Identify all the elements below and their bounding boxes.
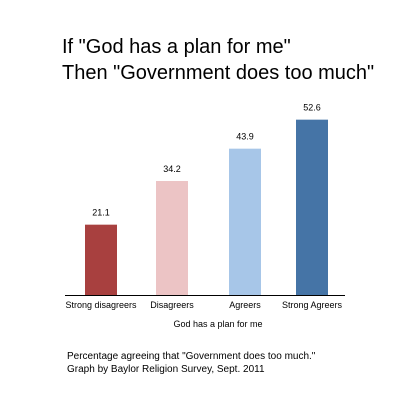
value-label-3: 43.9 [236, 132, 254, 142]
value-labels-group: 21.1 34.2 43.9 52.6 [92, 103, 321, 218]
bar-1 [85, 224, 117, 295]
chart-title-line-1: If "God has a plan for me" [62, 36, 291, 58]
bars-group [85, 119, 328, 296]
value-label-1: 21.1 [92, 208, 110, 218]
bar-3 [229, 148, 261, 295]
caption-line-2: Graph by Baylor Religion Survey, Sept. 2… [67, 364, 265, 375]
category-labels-group: Strong disagreers Disagreers Agreers Strong… [65, 300, 342, 310]
chart-title-line-2: Then "Government does too much" [62, 62, 375, 84]
value-label-2: 34.2 [163, 164, 181, 174]
category-label-1: Strong disagreers [65, 300, 137, 310]
caption-line-1: Percentage agreeing that "Government doe… [67, 351, 316, 362]
value-label-4: 52.6 [303, 103, 321, 113]
category-label-4: Strong Agreers [282, 300, 343, 310]
category-label-2: Disagreers [150, 300, 194, 310]
bar-2 [156, 181, 188, 295]
x-axis-title: God has a plan for me [173, 319, 262, 329]
category-label-3: Agreers [229, 300, 261, 310]
bar-4 [296, 119, 328, 296]
